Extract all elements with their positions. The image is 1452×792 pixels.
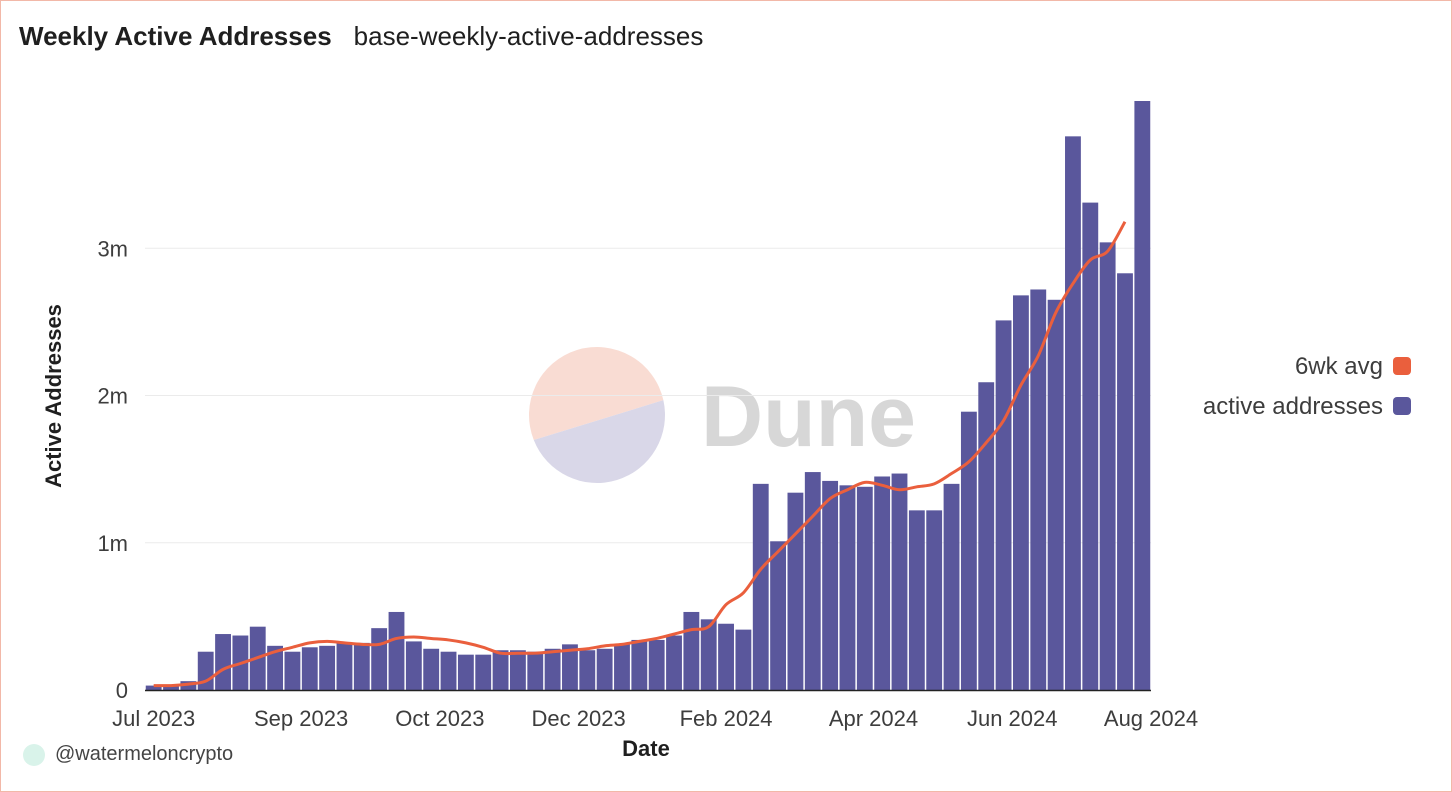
bar[interactable] — [891, 473, 908, 690]
x-tick-label: Oct 2023 — [395, 706, 484, 731]
bar[interactable] — [405, 641, 422, 690]
x-tick-label: Feb 2024 — [680, 706, 773, 731]
bar[interactable] — [371, 628, 388, 690]
bar[interactable] — [1082, 202, 1099, 691]
bar[interactable] — [284, 651, 301, 690]
avg-line — [153, 220, 1127, 688]
legend-swatch-active — [1393, 397, 1411, 415]
x-tick-label: Aug 2024 — [1104, 706, 1198, 731]
footer: @watermeloncrypto — [23, 743, 233, 766]
x-tick-label: Jul 2023 — [112, 706, 195, 731]
bar[interactable] — [1065, 136, 1081, 691]
bar[interactable] — [822, 480, 839, 690]
y-tick-label: 0 — [116, 678, 128, 703]
x-axis-title: Date — [622, 736, 670, 761]
author-handle[interactable]: @watermeloncrypto — [55, 743, 234, 765]
watermark-logo-top — [529, 347, 664, 441]
chart-title: Weekly Active Addresses — [19, 21, 332, 51]
legend: 6wk avg active addresses — [1203, 353, 1411, 420]
bar[interactable] — [718, 623, 734, 690]
y-tick-label: 1m — [97, 531, 128, 556]
bar[interactable] — [804, 472, 821, 690]
bar[interactable] — [839, 485, 856, 690]
bar[interactable] — [683, 611, 700, 690]
bar[interactable] — [926, 510, 943, 690]
bar[interactable] — [700, 619, 717, 690]
bar[interactable] — [163, 685, 179, 690]
bar[interactable] — [874, 476, 891, 690]
x-tick-label: Apr 2024 — [829, 706, 918, 731]
chart-header: Weekly Active Addresses base-weekly-acti… — [19, 21, 703, 55]
bar[interactable] — [1099, 242, 1116, 691]
y-tick-label: 2m — [97, 384, 128, 409]
bar[interactable] — [614, 644, 630, 690]
bar[interactable] — [648, 639, 665, 690]
watermark-logo-bottom — [533, 400, 666, 484]
y-axis-title: Active Addresses — [41, 304, 66, 488]
x-tick-label: Sep 2023 — [254, 706, 348, 731]
bar[interactable] — [423, 648, 440, 690]
bar[interactable] — [596, 648, 613, 690]
bar[interactable] — [978, 382, 995, 690]
dune-watermark: Dune — [529, 347, 916, 484]
bar[interactable] — [770, 541, 787, 690]
bar[interactable] — [995, 320, 1012, 690]
bar[interactable] — [353, 642, 370, 690]
bar[interactable] — [856, 486, 873, 690]
bar[interactable] — [509, 650, 526, 690]
bar[interactable] — [735, 629, 752, 690]
avatar[interactable] — [23, 743, 45, 766]
bar[interactable] — [666, 635, 682, 690]
bar[interactable] — [492, 650, 509, 690]
bar[interactable] — [267, 645, 284, 690]
bar[interactable] — [752, 483, 769, 690]
bar[interactable] — [319, 645, 336, 690]
bar[interactable] — [388, 611, 405, 690]
bar[interactable] — [960, 411, 977, 690]
bar[interactable] — [908, 510, 925, 690]
legend-label-avg: 6wk avg — [1295, 353, 1383, 380]
bar[interactable] — [336, 642, 353, 690]
bar[interactable] — [475, 654, 492, 690]
bar[interactable] — [215, 634, 231, 690]
bar[interactable] — [145, 685, 162, 690]
chart-subtitle: base-weekly-active-addresses — [353, 21, 704, 51]
bar[interactable] — [631, 639, 648, 690]
bar[interactable] — [787, 492, 804, 690]
legend-label-active: active addresses — [1203, 393, 1383, 420]
watermark-text: Dune — [701, 369, 916, 465]
x-tick-label: Jun 2024 — [967, 706, 1058, 731]
bar[interactable] — [544, 648, 561, 690]
bar[interactable] — [527, 651, 544, 690]
bar[interactable] — [579, 650, 596, 690]
bar[interactable] — [562, 644, 578, 690]
bar[interactable] — [440, 651, 457, 690]
x-tick-label: Dec 2023 — [532, 706, 626, 731]
y-tick-labels: 0 1m 2m 3m — [97, 236, 128, 703]
bar[interactable] — [1134, 101, 1151, 690]
legend-swatch-avg — [1393, 357, 1411, 375]
bar[interactable] — [1012, 295, 1029, 690]
x-tick-labels: Jul 2023 Sep 2023 Oct 2023 Dec 2023 Feb 2024… — [112, 706, 1198, 731]
bar[interactable] — [943, 483, 960, 690]
bar[interactable] — [457, 654, 474, 690]
bar[interactable] — [1047, 299, 1064, 690]
bar[interactable] — [1117, 273, 1133, 690]
bar[interactable] — [301, 647, 318, 690]
bar[interactable] — [1030, 289, 1047, 690]
y-tick-label: 3m — [97, 236, 128, 261]
